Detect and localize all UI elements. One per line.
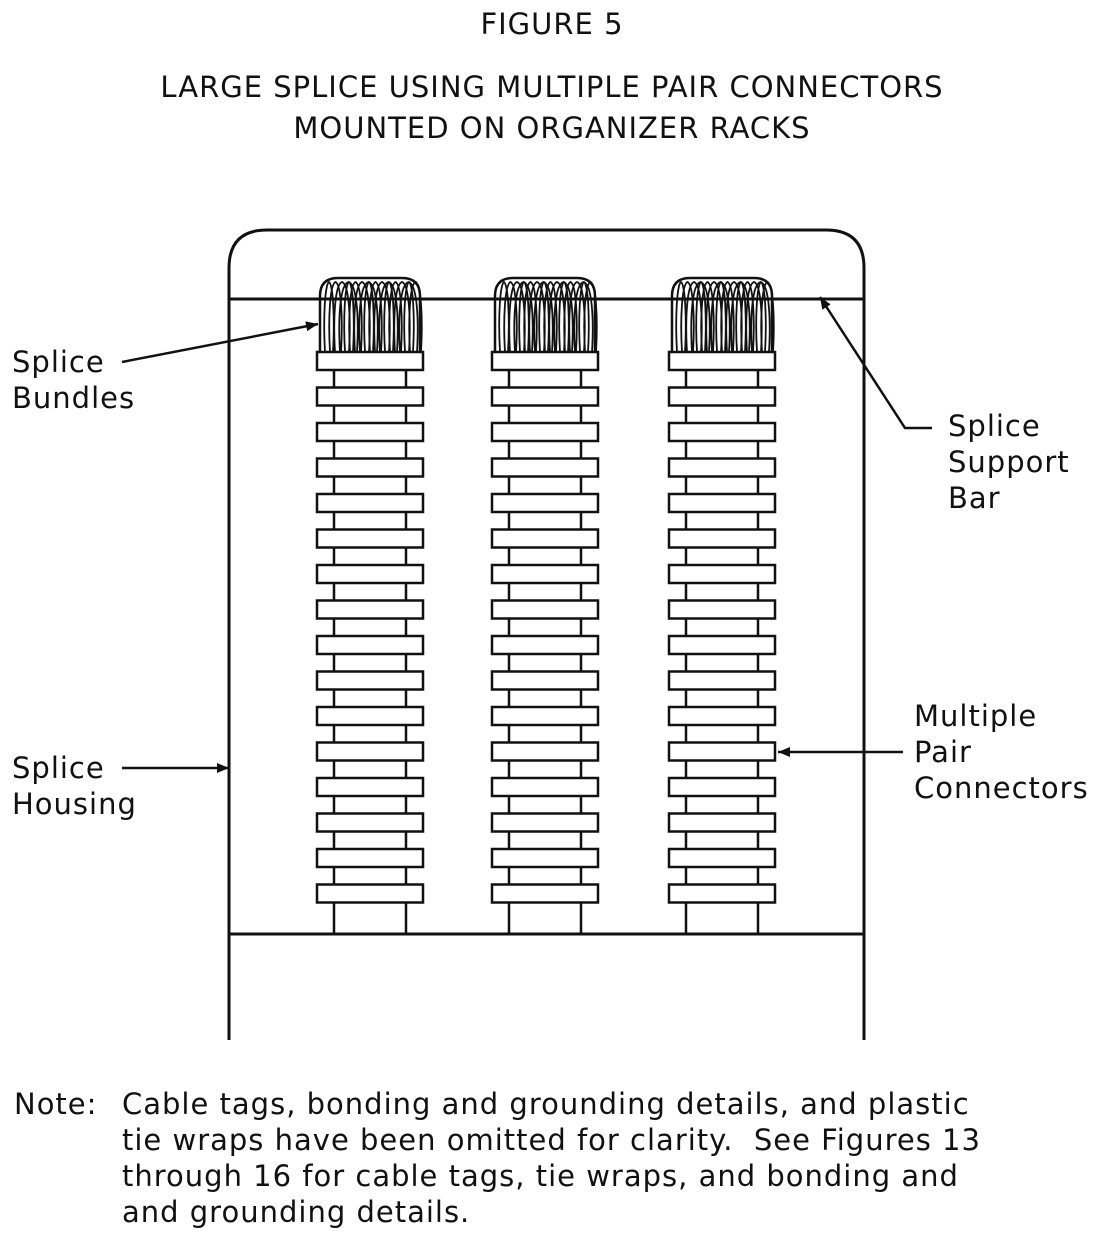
pair-connector (315, 350, 425, 372)
label-support-bar-line-3: Bar (948, 481, 1001, 515)
label-connectors-line-2: Pair (914, 735, 972, 769)
pair-connector (667, 776, 777, 798)
label-splice-housing-line-1: Splice (12, 751, 105, 785)
pair-connector (490, 599, 600, 620)
pair-connector (315, 492, 425, 514)
splice-support-bar-leader (818, 296, 932, 430)
note-line-3: through 16 for cable tags, tie wraps, an… (122, 1159, 959, 1193)
splice-bundle (493, 276, 598, 353)
label-splice-bundles-line-1: Splice (12, 345, 105, 379)
pair-connector (315, 670, 425, 691)
pair-connector (315, 705, 425, 727)
label-splice-housing-line-2: Housing (12, 787, 137, 821)
pair-connector (315, 634, 425, 656)
pair-connector (667, 457, 777, 478)
pair-connector (667, 421, 777, 443)
pair-connector (490, 847, 600, 869)
label-support-bar-line-1: Splice (948, 409, 1041, 443)
label-connectors-line-3: Connectors (914, 771, 1089, 805)
pair-connector (667, 847, 777, 869)
pair-connector (490, 776, 600, 798)
pair-connector (315, 812, 425, 833)
pair-connector (490, 350, 600, 372)
pair-connector (315, 847, 425, 869)
splice-bundle (318, 276, 423, 353)
pair-connector (315, 457, 425, 478)
pair-connector (315, 599, 425, 620)
pair-connector (667, 563, 777, 585)
pair-connector (667, 350, 777, 372)
pair-connector (667, 812, 777, 833)
pair-connector (667, 386, 777, 407)
pair-connector (667, 670, 777, 691)
pair-connector (667, 599, 777, 620)
pair-connector (315, 563, 425, 585)
pair-connector (667, 705, 777, 727)
pair-connector (667, 883, 777, 904)
pair-connector (490, 386, 600, 407)
organizer-rack (490, 276, 600, 934)
pair-connector (315, 421, 425, 443)
pair-connector (490, 563, 600, 585)
figure-number: FIGURE 5 (480, 7, 624, 41)
pair-connector (315, 386, 425, 407)
note-line-4: and grounding details. (122, 1195, 471, 1229)
pair-connector (490, 634, 600, 656)
label-connectors-line-1: Multiple (914, 699, 1038, 733)
pair-connector (490, 528, 600, 549)
pair-connector (667, 492, 777, 514)
pair-connector (490, 705, 600, 727)
organizer-rack (667, 276, 777, 934)
note-line-2: tie wraps have been omitted for clarity.… (122, 1123, 981, 1157)
organizer-racks (315, 276, 777, 934)
pair-connector (667, 741, 777, 762)
note-prefix: Note: (14, 1087, 98, 1121)
organizer-rack (315, 276, 425, 934)
pair-connector (490, 421, 600, 443)
label-support-bar-line-2: Support (948, 445, 1070, 479)
pair-connector (490, 670, 600, 691)
figure-title-line-1: LARGE SPLICE USING MULTIPLE PAIR CONNECT… (160, 70, 944, 104)
pair-connector (490, 492, 600, 514)
label-splice-bundles-line-2: Bundles (12, 381, 136, 415)
note-line-1: Cable tags, bonding and grounding detail… (122, 1087, 970, 1121)
splice-bundles-leader (121, 321, 319, 364)
pair-connector (667, 528, 777, 549)
pair-connector (490, 741, 600, 762)
pair-connector (490, 883, 600, 904)
pair-connector (490, 457, 600, 478)
pair-connector (490, 812, 600, 833)
pair-connector (315, 776, 425, 798)
splice-housing-outline (227, 228, 866, 1040)
pair-connector (667, 634, 777, 656)
pair-connector (315, 883, 425, 904)
figure-title-line-2: MOUNTED ON ORGANIZER RACKS (293, 111, 811, 145)
splice-bundle (670, 276, 775, 353)
pair-connector (315, 528, 425, 549)
pair-connector (315, 741, 425, 762)
